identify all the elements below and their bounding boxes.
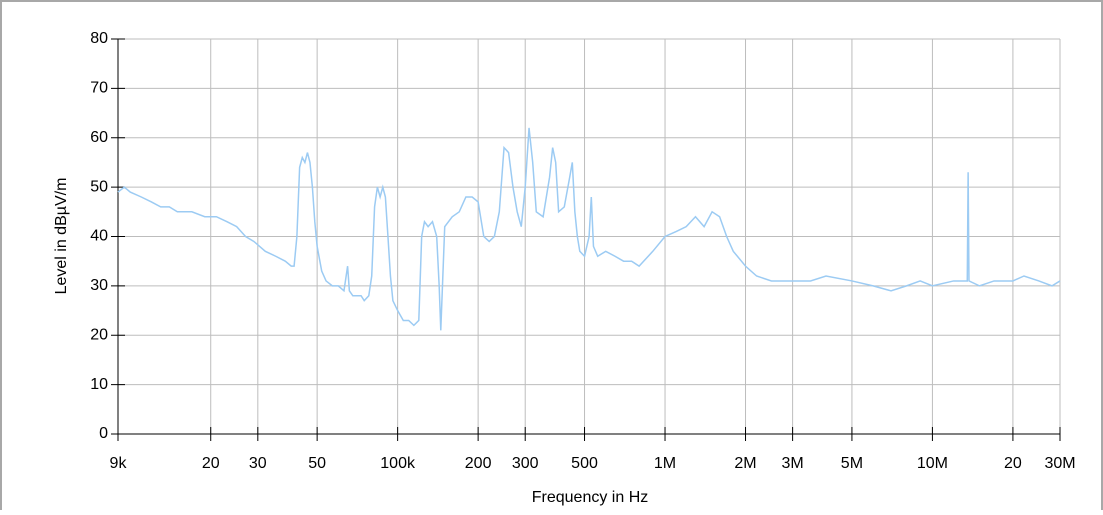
y-tick-label: 40 bbox=[90, 228, 108, 245]
x-tick-label: 10M bbox=[917, 455, 948, 472]
x-tick-label: 300 bbox=[512, 455, 539, 472]
x-tick-label: 1M bbox=[654, 455, 676, 472]
y-axis-title: Level in dBµV/m bbox=[53, 178, 70, 295]
x-tick-label: 3M bbox=[781, 455, 803, 472]
x-tick-label: 20 bbox=[1004, 455, 1022, 472]
x-tick-label: 5M bbox=[841, 455, 863, 472]
x-tick-label: 30 bbox=[249, 455, 267, 472]
x-tick-label: 20 bbox=[202, 455, 220, 472]
x-tick-label: 9k bbox=[110, 455, 128, 472]
x-tick-label: 50 bbox=[308, 455, 326, 472]
data-line bbox=[117, 127, 1061, 331]
y-tick-label: 70 bbox=[90, 80, 108, 97]
y-tick-label: 60 bbox=[90, 129, 108, 146]
x-tick-label: 500 bbox=[571, 455, 598, 472]
x-tick-label: 200 bbox=[465, 455, 492, 472]
x-tick-label: 30M bbox=[1044, 455, 1075, 472]
x-axis-title: Frequency in Hz bbox=[532, 489, 649, 506]
y-tick-label: 10 bbox=[90, 376, 108, 393]
y-tick-label: 80 bbox=[90, 30, 108, 47]
y-tick-label: 0 bbox=[99, 425, 108, 442]
x-tick-label: 100k bbox=[380, 455, 416, 472]
y-tick-label: 30 bbox=[90, 277, 108, 294]
x-tick-label: 2M bbox=[734, 455, 756, 472]
y-tick-label: 20 bbox=[90, 326, 108, 343]
y-tick-label: 50 bbox=[90, 178, 108, 195]
